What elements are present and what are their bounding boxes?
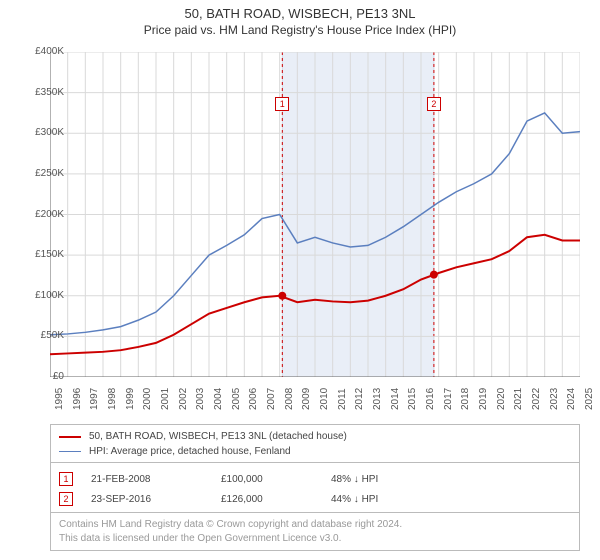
x-tick-label: 1995 — [54, 388, 65, 410]
y-tick-label: £150K — [14, 249, 64, 260]
sales-box: 1 21-FEB-2008£100,00048% ↓ HPI 2 23-SEP-201… — [50, 462, 580, 516]
sale-marker: 2 — [59, 492, 73, 506]
x-tick-label: 2002 — [178, 388, 189, 410]
band-marker-1: 1 — [275, 97, 289, 111]
legend-label: HPI: Average price, detached house, Fenl… — [89, 446, 291, 457]
y-tick-label: £100K — [14, 290, 64, 301]
y-tick-label: £350K — [14, 87, 64, 98]
x-tick-label: 2005 — [231, 388, 242, 410]
legend-row: 50, BATH ROAD, WISBECH, PE13 3NL (detach… — [59, 429, 571, 444]
x-tick-label: 2023 — [549, 388, 560, 410]
sale-hpi: 44% ↓ HPI — [331, 494, 378, 505]
legend-swatch — [59, 436, 81, 438]
page-root: 50, BATH ROAD, WISBECH, PE13 3NL Price p… — [0, 0, 600, 560]
sale-price: £126,000 — [221, 494, 331, 505]
x-tick-label: 2022 — [531, 388, 542, 410]
legend-label: 50, BATH ROAD, WISBECH, PE13 3NL (detach… — [89, 431, 347, 442]
sale-date: 21-FEB-2008 — [91, 474, 221, 485]
x-tick-label: 2014 — [390, 388, 401, 410]
x-tick-label: 1999 — [125, 388, 136, 410]
x-tick-label: 2000 — [142, 388, 153, 410]
x-tick-label: 2013 — [372, 388, 383, 410]
footer-line-2: This data is licensed under the Open Gov… — [59, 532, 571, 546]
x-tick-label: 2019 — [478, 388, 489, 410]
x-tick-label: 2024 — [566, 388, 577, 410]
sale-marker: 1 — [59, 472, 73, 486]
x-tick-label: 2021 — [513, 388, 524, 410]
x-tick-label: 2010 — [319, 388, 330, 410]
y-tick-label: £200K — [14, 209, 64, 220]
page-subtitle: Price paid vs. HM Land Registry's House … — [0, 21, 600, 37]
x-tick-label: 2020 — [496, 388, 507, 410]
y-tick-label: £400K — [14, 46, 64, 57]
x-tick-label: 1998 — [107, 388, 118, 410]
legend-box: 50, BATH ROAD, WISBECH, PE13 3NL (detach… — [50, 424, 580, 464]
x-tick-label: 2004 — [213, 388, 224, 410]
sale-hpi: 48% ↓ HPI — [331, 474, 378, 485]
chart-svg — [50, 52, 580, 377]
sale-row: 2 23-SEP-2016£126,00044% ↓ HPI — [59, 489, 571, 509]
band-marker-2: 2 — [427, 97, 441, 111]
footer-box: Contains HM Land Registry data © Crown c… — [50, 512, 580, 551]
x-tick-label: 2006 — [248, 388, 259, 410]
y-tick-label: £300K — [14, 127, 64, 138]
chart-area: 12 — [50, 52, 580, 377]
footer-line-1: Contains HM Land Registry data © Crown c… — [59, 518, 571, 532]
x-tick-label: 2003 — [195, 388, 206, 410]
x-tick-label: 1997 — [89, 388, 100, 410]
x-tick-label: 2007 — [266, 388, 277, 410]
x-tick-label: 2015 — [407, 388, 418, 410]
page-title: 50, BATH ROAD, WISBECH, PE13 3NL — [0, 0, 600, 21]
x-tick-label: 2018 — [460, 388, 471, 410]
x-tick-label: 2001 — [160, 388, 171, 410]
sale-date: 23-SEP-2016 — [91, 494, 221, 505]
x-tick-label: 2012 — [354, 388, 365, 410]
y-tick-label: £0 — [14, 371, 64, 382]
sale-price: £100,000 — [221, 474, 331, 485]
x-tick-label: 2016 — [425, 388, 436, 410]
legend-swatch — [59, 451, 81, 452]
legend-row: HPI: Average price, detached house, Fenl… — [59, 444, 571, 459]
y-tick-label: £50K — [14, 330, 64, 341]
x-tick-label: 2017 — [443, 388, 454, 410]
y-tick-label: £250K — [14, 168, 64, 179]
sale-row: 1 21-FEB-2008£100,00048% ↓ HPI — [59, 469, 571, 489]
x-tick-label: 2011 — [337, 388, 348, 410]
x-tick-label: 2025 — [584, 388, 595, 410]
x-tick-label: 2008 — [284, 388, 295, 410]
x-tick-label: 1996 — [72, 388, 83, 410]
x-tick-label: 2009 — [301, 388, 312, 410]
